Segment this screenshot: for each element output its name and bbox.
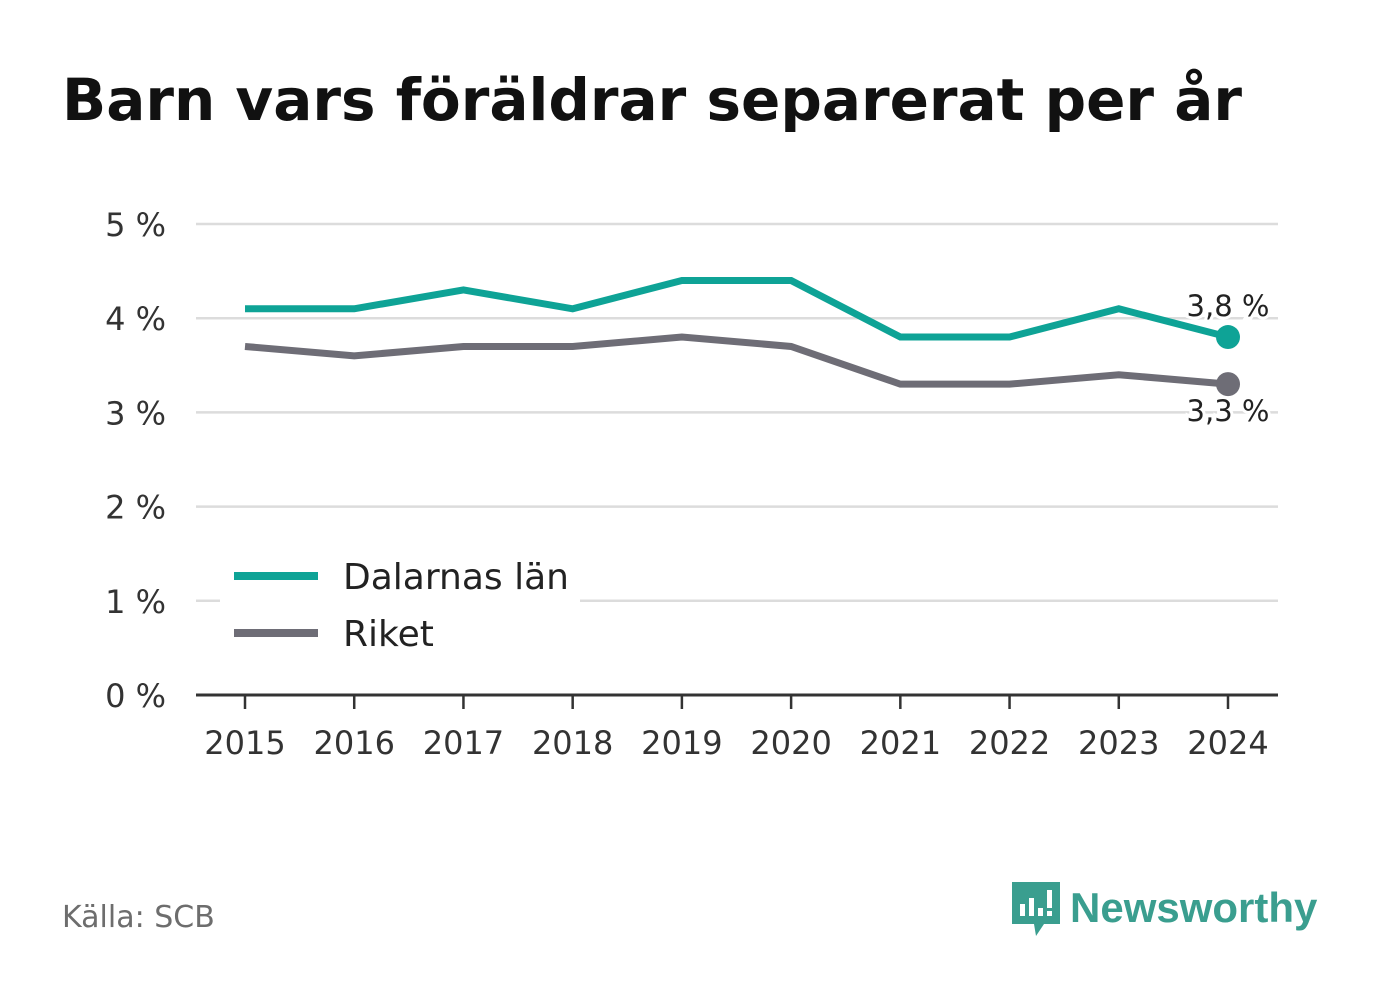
y-tick-label: 0 % <box>105 677 166 715</box>
series-lines: 3,8 % 3,3 % <box>244 277 1272 431</box>
x-axis: 2015 2016 2017 2018 2019 2020 2021 2022 2023 2024 <box>196 693 1278 762</box>
brand-name: Newsworthy <box>1070 884 1318 931</box>
x-tick-label: 2020 <box>750 724 831 762</box>
x-tick-label: 2016 <box>314 724 395 762</box>
x-tick-label: 2022 <box>969 724 1050 762</box>
series-line-riket <box>244 333 1229 388</box>
series-line-dalarnas-län <box>245 277 1229 341</box>
end-value-label: 3,3 % <box>1187 394 1270 428</box>
y-tick-label: 2 % <box>105 489 166 527</box>
y-tick-label: 1 % <box>105 583 166 621</box>
x-tick-label: 2017 <box>423 724 504 762</box>
y-axis-ticks: 0 % 1 % 2 % 3 % 4 % 5 % <box>105 206 166 715</box>
y-tick-label: 3 % <box>105 394 166 432</box>
x-tick-label: 2018 <box>532 724 613 762</box>
x-tick-label: 2015 <box>204 724 285 762</box>
end-point-marker <box>1216 372 1240 397</box>
x-tick-label: 2023 <box>1078 724 1159 762</box>
x-tick-label: 2021 <box>860 724 941 762</box>
x-tick-label: 2019 <box>641 724 722 762</box>
end-point-marker <box>1216 325 1240 350</box>
legend-label: Riket <box>343 614 434 655</box>
newsworthy-logo-icon <box>1012 882 1060 936</box>
source-note: Källa: SCB <box>62 900 215 935</box>
y-tick-label: 5 % <box>105 206 166 244</box>
brand-logo: Newsworthy <box>1010 878 1317 938</box>
end-value-label: 3,8 % <box>1187 289 1270 323</box>
y-tick-label: 4 % <box>105 300 166 338</box>
legend: Dalarnas län Riket <box>220 548 580 655</box>
x-tick-label: 2024 <box>1187 724 1268 762</box>
page-title: Barn vars föräldrar separerat per år <box>62 66 1242 134</box>
legend-label: Dalarnas län <box>343 557 569 598</box>
